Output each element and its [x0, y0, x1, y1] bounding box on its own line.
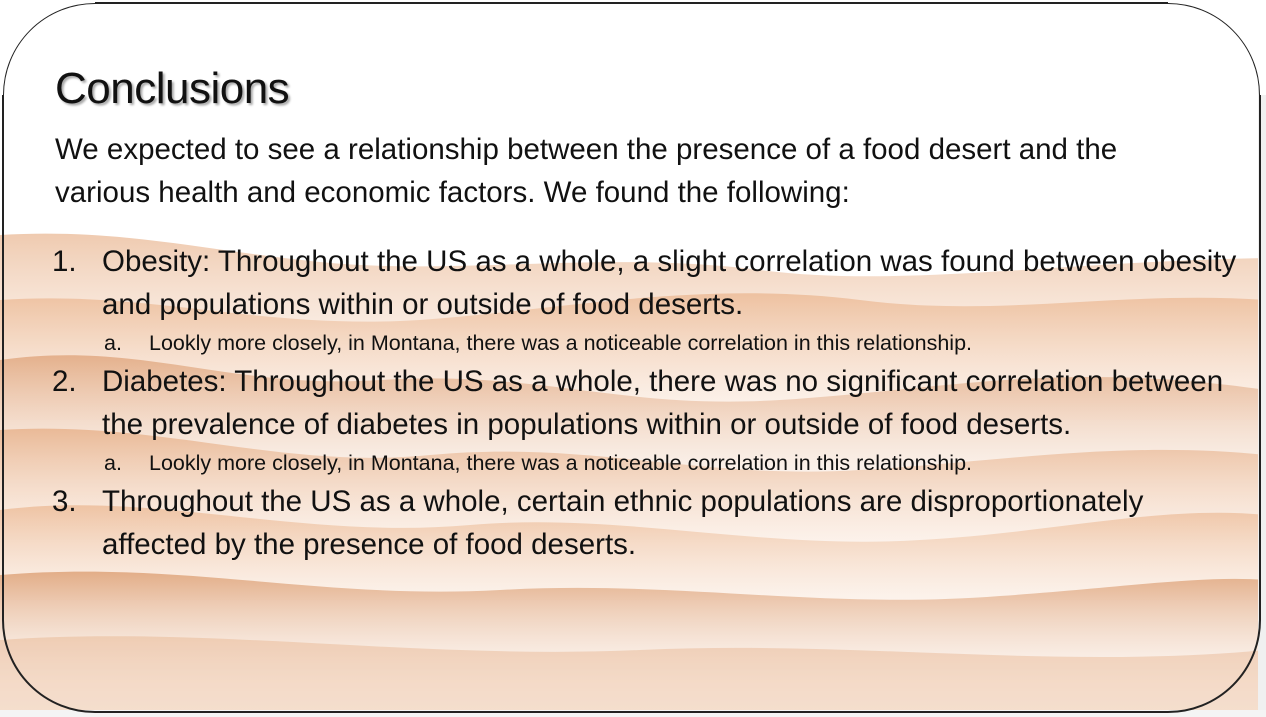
findings-list: 1. Obesity: Throughout the US as a whole… [52, 240, 1242, 566]
list-marker: 3. [52, 485, 77, 518]
right-edge-strip [1258, 0, 1266, 717]
list-item-text: Diabetes: Throughout the US as a whole, … [102, 365, 1224, 441]
sub-list-item-text: Lookly more closely, in Montana, there w… [149, 451, 973, 475]
intro-text: We expected to see a relationship betwee… [55, 133, 1118, 209]
list-item-text: Obesity: Throughout the US as a whole, a… [102, 245, 1237, 321]
sub-list-item: a. Lookly more closely, in Montana, ther… [52, 446, 1242, 480]
list-marker: 2. [52, 365, 77, 398]
list-item: 2. Diabetes: Throughout the US as a whol… [52, 360, 1242, 446]
sub-list-item: a. Lookly more closely, in Montana, ther… [52, 326, 1242, 360]
list-item-text: Throughout the US as a whole, certain et… [102, 485, 1144, 561]
list-item: 3. Throughout the US as a whole, certain… [52, 480, 1242, 566]
sub-list-marker: a. [104, 331, 122, 355]
sub-list-item-text: Lookly more closely, in Montana, there w… [149, 331, 973, 355]
list-item: 1. Obesity: Throughout the US as a whole… [52, 240, 1242, 326]
bottom-edge-strip [0, 710, 1266, 717]
list-marker: 1. [52, 245, 77, 278]
sub-list-marker: a. [104, 451, 122, 475]
slide-title: Conclusions [55, 64, 290, 113]
